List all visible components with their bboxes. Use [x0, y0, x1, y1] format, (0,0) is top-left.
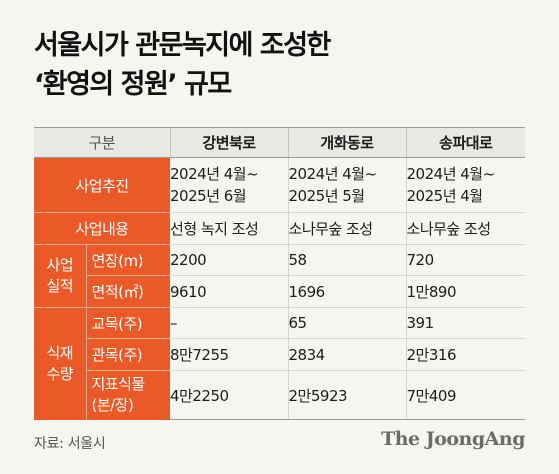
header-col-1: 강변북로 [169, 127, 289, 158]
page-title: 서울시가 관문녹지에 조성한 ‘환영의 정원’ 규모 [34, 26, 331, 104]
area-col-3: 1만890 [405, 275, 526, 308]
table-header-row: 구분 강변북로 개화동로 송파대로 [34, 127, 526, 158]
ground-col-1: 4만2250 [170, 370, 289, 420]
sub-label-shrubs: 관목(주) [86, 338, 171, 371]
ground-col-2: 2만5923 [287, 370, 407, 420]
planting-group-line-1: 식재 [46, 343, 74, 362]
trees-col-1: – [170, 307, 289, 339]
trees-col-3: 391 [405, 307, 526, 339]
period-col-1-start: 2024년 4월~ [170, 165, 259, 183]
period-cell-col-3: 2024년 4월~ 2025년 4월 [405, 157, 526, 213]
header-col-3: 송파대로 [405, 127, 526, 158]
length-col-2: 58 [287, 244, 407, 276]
content-col-1: 선형 녹지 조성 [170, 212, 289, 245]
period-col-2-end: 2025년 5월 [288, 187, 366, 205]
sub-label-area: 면적(㎡) [86, 275, 171, 308]
period-col-1-end: 2025년 6월 [170, 187, 247, 205]
source-note: 자료: 서울시 [34, 436, 106, 452]
shrubs-col-2: 2834 [287, 338, 407, 371]
publisher-logo: The JoongAng [381, 428, 525, 450]
shrubs-col-1: 8만7255 [170, 338, 289, 371]
length-col-3: 720 [405, 244, 526, 276]
period-col-2-start: 2024년 4월~ [288, 165, 378, 183]
area-col-1: 9610 [170, 275, 289, 308]
row-label-period: 사업추진 [34, 157, 171, 213]
length-col-1: 2200 [170, 244, 289, 276]
shrubs-col-3: 2만316 [405, 338, 526, 371]
header-col-2: 개화동로 [287, 127, 407, 158]
ground-label-line-2: (본/장) [91, 396, 134, 415]
table-row-area: 면적(㎡) 9610 1696 1만890 [34, 275, 526, 308]
period-col-3-end: 2025년 4월 [406, 187, 484, 205]
table-row-trees: 식재 수량 교목(주) – 65 391 [34, 307, 526, 420]
planting-group-line-2: 수량 [46, 364, 74, 383]
sub-label-trees: 교목(주) [86, 307, 171, 339]
data-table: 구분 강변북로 개화동로 송파대로 사업추진 2024년 4월~ 2025년 6… [34, 127, 526, 420]
period-col-3-start: 2024년 4월~ [406, 165, 496, 183]
ground-col-3: 7만409 [405, 370, 526, 420]
title-line-2: ‘환영의 정원’ 규모 [34, 69, 232, 100]
performance-group-line-2: 실적 [46, 277, 74, 295]
row-label-content: 사업내용 [34, 212, 171, 245]
content-col-2: 소나무숲 조성 [287, 212, 407, 245]
trees-col-2: 65 [287, 307, 407, 339]
ground-label-line-1: 지표식물 [91, 375, 146, 394]
period-cell-col-1: 2024년 4월~ 2025년 6월 [170, 157, 289, 213]
sub-label-ground: 지표식물 (본/장) [86, 370, 171, 420]
table-row-length: 사업 실적 연장(m) 2200 58 720 [34, 244, 526, 308]
period-cell-col-2: 2024년 4월~ 2025년 5월 [287, 157, 407, 213]
area-col-2: 1696 [287, 275, 407, 308]
group-label-performance: 사업 실적 [34, 244, 87, 308]
table-row-ground: 지표식물 (본/장) 4만2250 2만5923 7만409 [34, 370, 526, 420]
content-col-3: 소나무숲 조성 [405, 212, 526, 245]
performance-group-line-1: 사업 [46, 256, 74, 274]
table-row-period: 사업추진 2024년 4월~ 2025년 6월 2024년 4월~ 2025년 … [34, 157, 526, 213]
table-row-content: 사업내용 선형 녹지 조성 소나무숲 조성 소나무숲 조성 [34, 212, 526, 245]
header-label: 구분 [34, 127, 171, 158]
title-line-1: 서울시가 관문녹지에 조성한 [34, 30, 331, 61]
table-row-shrubs: 관목(주) 8만7255 2834 2만316 [34, 338, 526, 371]
sub-label-length: 연장(m) [86, 244, 171, 276]
group-label-planting: 식재 수량 [34, 307, 87, 420]
